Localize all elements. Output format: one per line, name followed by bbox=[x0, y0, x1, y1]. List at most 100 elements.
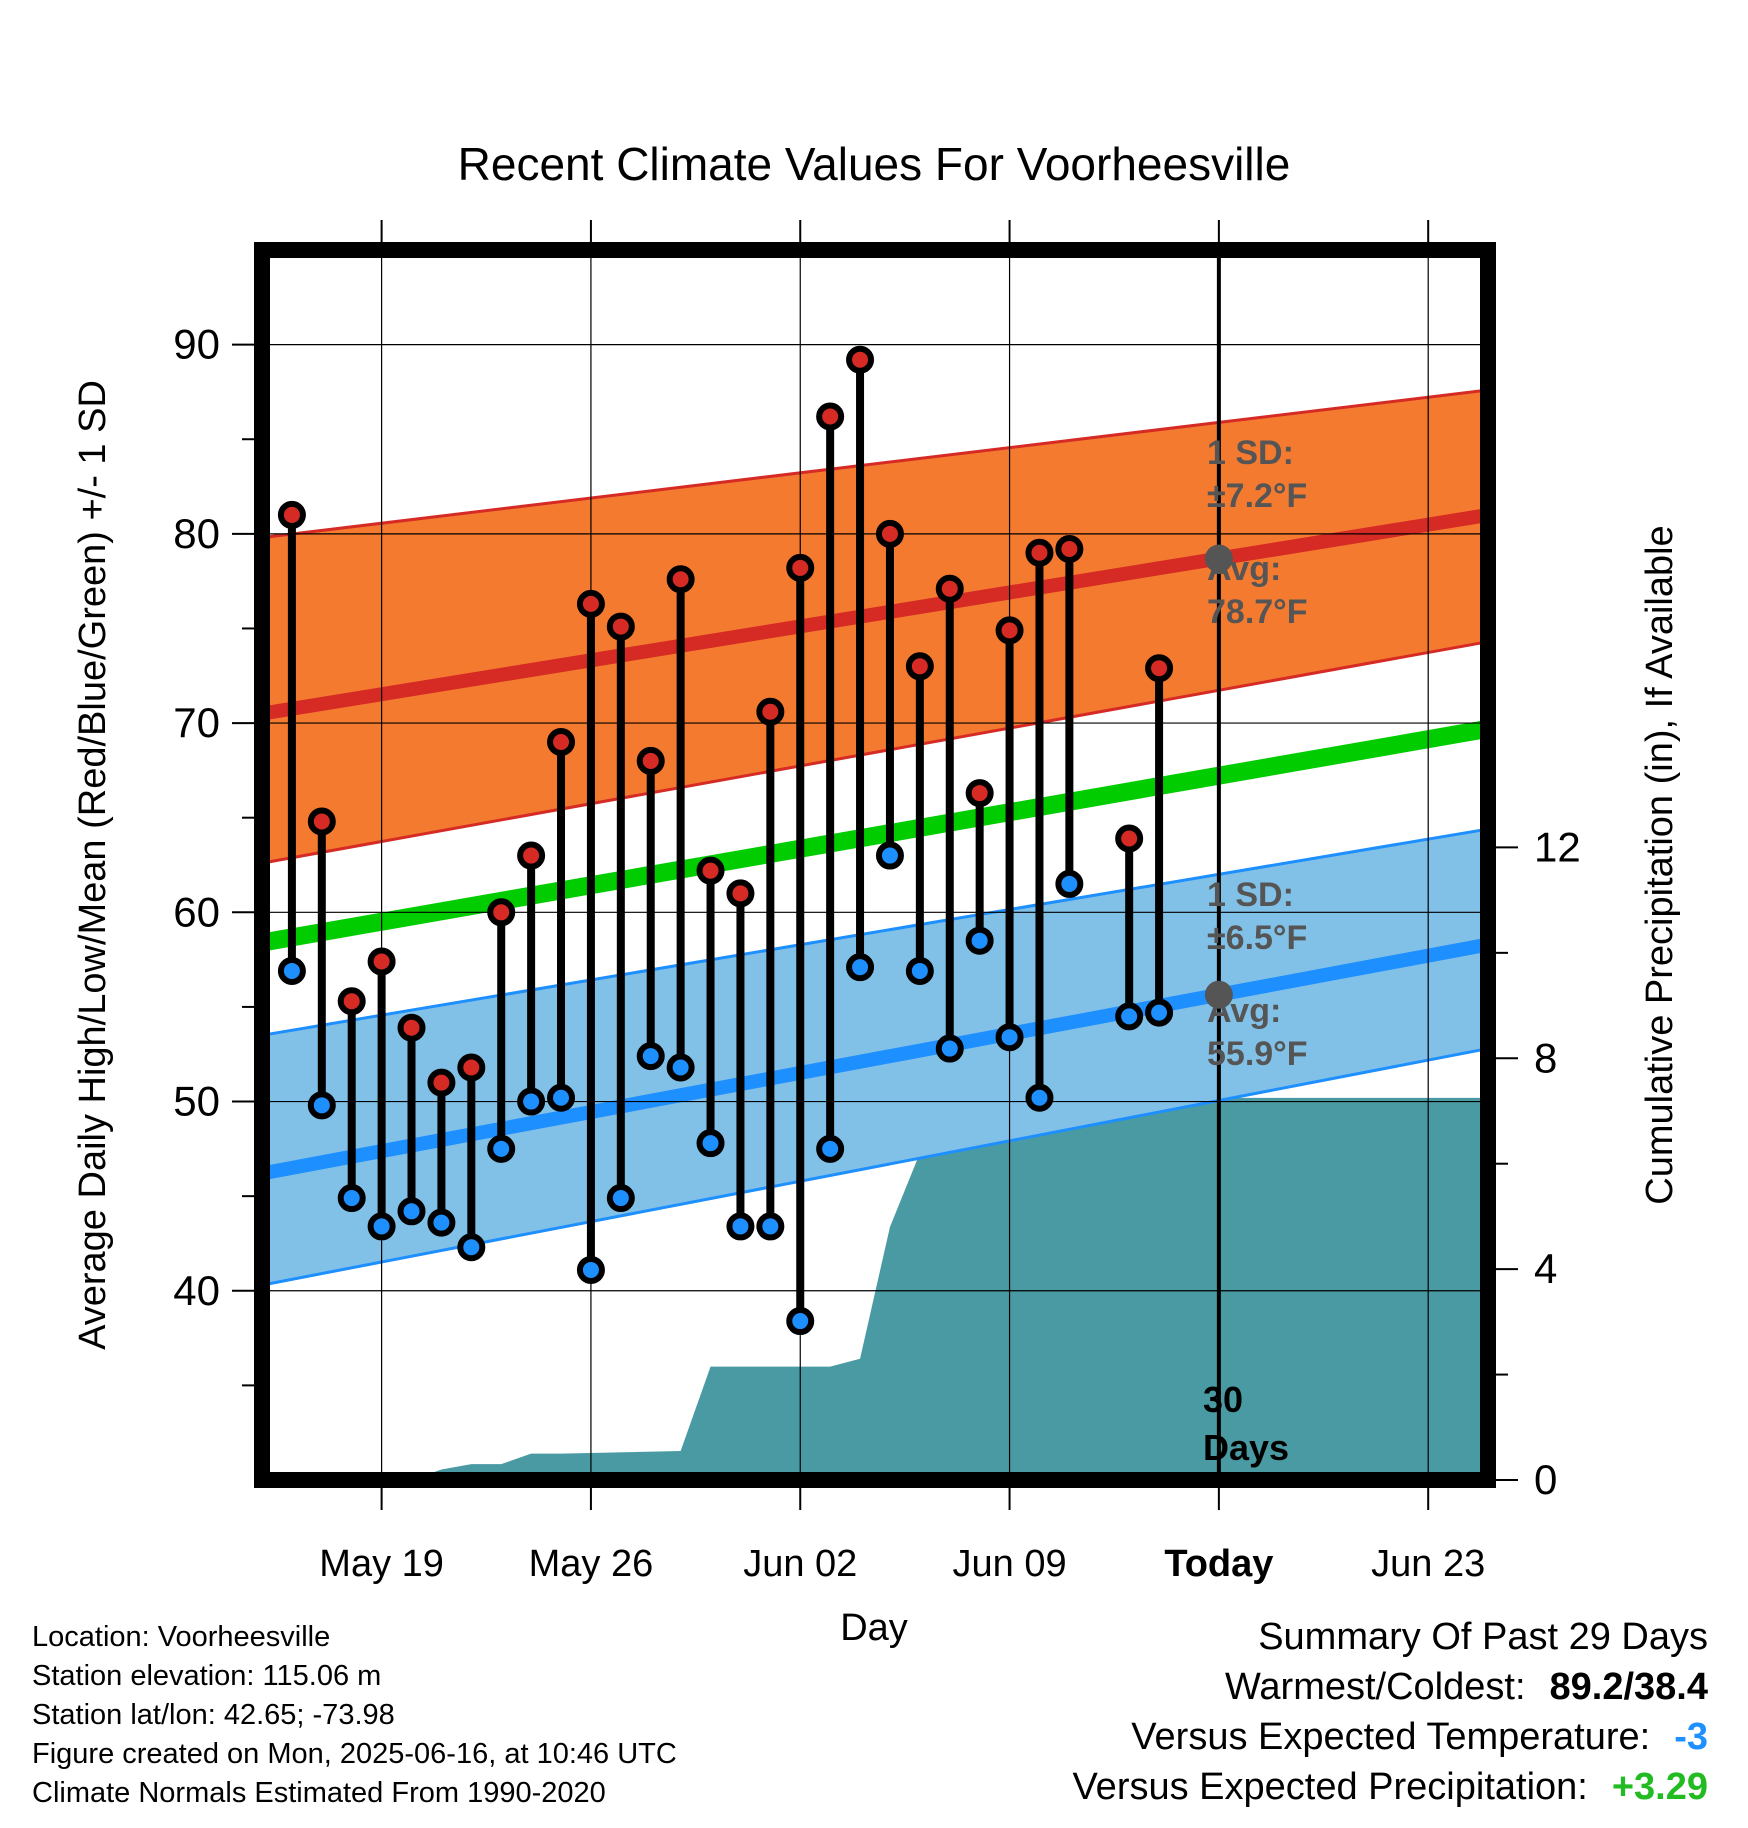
y-tick-label: 80 bbox=[173, 510, 220, 557]
y-axis-label: Average Daily High/Low/Mean (Red/Blue/Gr… bbox=[72, 380, 114, 1350]
y2-tick-label: 8 bbox=[1534, 1034, 1557, 1081]
x-tick-label: May 19 bbox=[319, 1543, 444, 1585]
daily-low-point bbox=[1115, 1002, 1144, 1031]
daily-high-point bbox=[846, 345, 875, 374]
x-tick-label: Jun 23 bbox=[1371, 1543, 1485, 1585]
y-tick-label: 40 bbox=[173, 1267, 220, 1314]
plot-area: 40 50 60 70 80 90 0 4 8 12 May 19 May 26 Jun 02 Jun 0… bbox=[173, 220, 1581, 1585]
summary-title: Summary Of Past 29 Days bbox=[1258, 1616, 1708, 1658]
summary-temp: Versus Expected Temperature: -3 bbox=[1072, 1712, 1708, 1762]
created-text: Figure created on Mon, 2025-06-16, at 10… bbox=[32, 1738, 677, 1770]
low-average-line bbox=[260, 937, 1490, 1181]
x-tick-label: Jun 09 bbox=[953, 1543, 1067, 1585]
y2-tick-label: 4 bbox=[1534, 1245, 1557, 1292]
normals-text: Climate Normals Estimated From 1990-2020 bbox=[32, 1777, 606, 1809]
daily-high-point bbox=[1055, 534, 1084, 563]
daily-low-point bbox=[1145, 998, 1174, 1027]
daily-high-point bbox=[666, 565, 695, 594]
daily-low-point bbox=[487, 1134, 516, 1163]
daily-low-point bbox=[905, 956, 934, 985]
daily-low-point bbox=[337, 1184, 366, 1213]
daily-low-point bbox=[875, 841, 904, 870]
daily-high-point bbox=[307, 807, 336, 836]
low-avg-label: Avg: bbox=[1207, 992, 1281, 1030]
warm-cold-value: 89.2/38.4 bbox=[1549, 1666, 1708, 1708]
location-text: Location: Voorheesville bbox=[32, 1621, 331, 1653]
mean-average-line bbox=[260, 719, 1490, 952]
daily-high-point bbox=[726, 879, 755, 908]
daily-low-point bbox=[397, 1197, 426, 1226]
daily-high-point bbox=[756, 697, 785, 726]
summary-panel: Summary Of Past 29 Days Warmest/Coldest:… bbox=[1072, 1612, 1708, 1812]
daily-low-point bbox=[786, 1307, 815, 1336]
temp-vs-expected-label: Versus Expected Temperature: bbox=[1131, 1716, 1651, 1758]
daily-high-point bbox=[905, 652, 934, 681]
daily-high-point bbox=[816, 402, 845, 431]
daily-low-point bbox=[756, 1212, 785, 1241]
daily-low-point bbox=[816, 1134, 845, 1163]
precipitation-area bbox=[262, 1097, 1488, 1480]
daily-high-point bbox=[367, 947, 396, 976]
summary-precip: Versus Expected Precipitation: +3.29 bbox=[1072, 1762, 1708, 1812]
plot-frame bbox=[254, 242, 1496, 1488]
low-sd-label: 1 SD: bbox=[1207, 876, 1294, 914]
daily-high-point bbox=[995, 616, 1024, 645]
daily-low-point bbox=[606, 1184, 635, 1213]
daily-high-point bbox=[875, 519, 904, 548]
warm-cold-label: Warmest/Coldest: bbox=[1224, 1666, 1526, 1708]
daily-high-point bbox=[487, 898, 516, 927]
daily-high-point bbox=[547, 728, 576, 756]
daily-low-point bbox=[457, 1233, 486, 1262]
low-sd-band-upper-edge bbox=[261, 827, 1489, 1037]
daily-low-point bbox=[935, 1034, 964, 1063]
y2-tick-label: 12 bbox=[1534, 823, 1581, 870]
daily-high-point bbox=[397, 1013, 426, 1042]
elevation-text: Station elevation: 115.06 m bbox=[32, 1660, 382, 1692]
daily-low-point bbox=[367, 1212, 396, 1241]
y2-tick-label: 0 bbox=[1534, 1456, 1557, 1503]
y-tick-label: 70 bbox=[173, 699, 220, 746]
high-avg-value: 78.7°F bbox=[1207, 593, 1308, 631]
high-avg-label: Avg: bbox=[1207, 550, 1281, 588]
low-annotation: 1 SD: ±6.5°F Avg: 55.9°F bbox=[1207, 876, 1308, 1073]
daily-high-point bbox=[935, 574, 964, 603]
daily-high-point bbox=[965, 779, 994, 808]
daily-low-point bbox=[965, 926, 994, 955]
today-high-average-marker bbox=[1204, 544, 1233, 573]
daily-high-point bbox=[1145, 654, 1174, 683]
high-sd-band-upper-edge bbox=[261, 388, 1489, 540]
chart-title: Recent Climate Values For Voorheesville bbox=[458, 138, 1291, 190]
daily-high-point bbox=[606, 612, 635, 641]
y-tick-label: 50 bbox=[173, 1078, 220, 1125]
daily-low-point bbox=[1025, 1083, 1054, 1112]
daily-low-point bbox=[666, 1053, 695, 1082]
daily-low-point bbox=[726, 1212, 755, 1241]
daily-high-point bbox=[277, 500, 306, 529]
x-tick-label: Jun 02 bbox=[743, 1543, 857, 1585]
daily-high-point bbox=[337, 987, 366, 1016]
summary-warm-cold: Warmest/Coldest: 89.2/38.4 bbox=[1072, 1662, 1708, 1712]
high-average-line bbox=[260, 508, 1490, 721]
high-sd-label: 1 SD: bbox=[1207, 434, 1294, 472]
today-low-average-marker bbox=[1204, 980, 1233, 1009]
daily-high-point bbox=[1025, 538, 1054, 567]
low-avg-value: 55.9°F bbox=[1207, 1035, 1308, 1073]
high-sd-band-lower-edge bbox=[261, 640, 1489, 865]
high-sd-value: ±7.2°F bbox=[1207, 477, 1307, 515]
y-tick-label: 60 bbox=[173, 888, 220, 935]
daily-low-point bbox=[576, 1255, 605, 1284]
today-days-number: 30 bbox=[1203, 1379, 1243, 1420]
x-tick-label: May 26 bbox=[529, 1543, 654, 1585]
daily-low-point bbox=[696, 1129, 725, 1158]
today-annotation: 30 Days bbox=[1203, 1379, 1289, 1468]
y2-axis-label: Cumulative Precipitation (in), If Availa… bbox=[1639, 525, 1681, 1204]
daily-low-point bbox=[547, 1083, 576, 1112]
latlon-text: Station lat/lon: 42.65; -73.98 bbox=[32, 1699, 395, 1731]
daily-high-point bbox=[636, 746, 665, 775]
daily-high-point bbox=[1115, 824, 1144, 853]
daily-low-point bbox=[517, 1087, 546, 1116]
precip-vs-expected-label: Versus Expected Precipitation: bbox=[1072, 1766, 1588, 1808]
daily-low-point bbox=[1055, 869, 1084, 898]
daily-low-point bbox=[277, 956, 306, 985]
